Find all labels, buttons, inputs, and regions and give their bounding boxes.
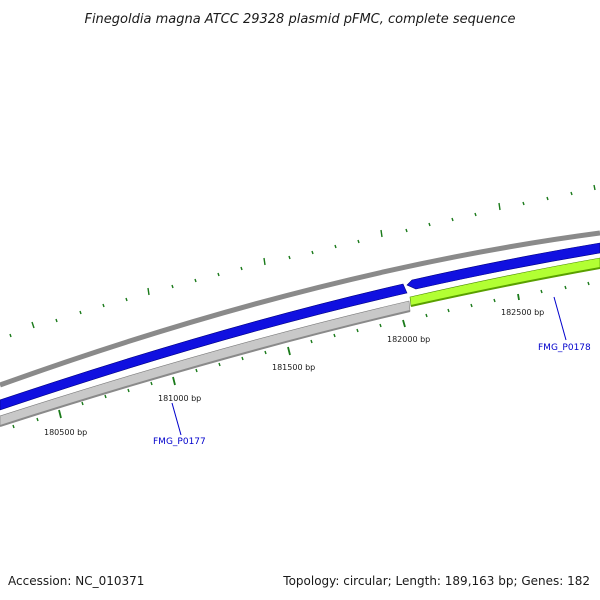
gene-label-fmg-p0177[interactable]: FMG_P0177 bbox=[153, 437, 206, 447]
inner-tick bbox=[81, 401, 84, 406]
outer-tick bbox=[55, 318, 58, 323]
inner-tick bbox=[12, 424, 15, 429]
outer-minor-ticks bbox=[9, 184, 596, 338]
major-tick-181500 bbox=[287, 346, 291, 356]
inner-tick bbox=[218, 362, 221, 367]
outer-tick bbox=[217, 272, 220, 277]
green-gene-edge bbox=[410, 267, 600, 307]
outer-tick bbox=[334, 244, 337, 249]
outer-tick bbox=[79, 310, 82, 315]
summary-text: Topology: circular; Length: 189,163 bp; … bbox=[282, 574, 590, 588]
major-tick-182000 bbox=[402, 319, 406, 328]
outer-tick bbox=[522, 201, 525, 206]
tick-label-181500: 181500 bp bbox=[272, 363, 315, 372]
inner-tick bbox=[564, 285, 567, 290]
inner-tick bbox=[104, 394, 107, 399]
leader-line-fmg-p0177 bbox=[171, 402, 182, 436]
outer-tick bbox=[451, 217, 454, 222]
outer-tick bbox=[9, 333, 12, 338]
gene-labels: FMG_P0177 FMG_P0178 bbox=[153, 296, 591, 447]
inner-tick bbox=[356, 328, 359, 333]
outer-tick bbox=[147, 287, 150, 296]
inner-tick bbox=[493, 298, 496, 303]
inner-tick bbox=[241, 356, 244, 361]
outer-tick bbox=[194, 278, 197, 283]
outer-tick bbox=[474, 212, 477, 217]
outer-tick bbox=[593, 184, 596, 191]
inner-minor-ticks bbox=[12, 281, 590, 429]
accession-text: Accession: NC_010371 bbox=[8, 574, 144, 588]
inner-tick bbox=[470, 303, 473, 308]
outer-tick bbox=[102, 303, 105, 308]
map-title: Finegoldia magna ATCC 29328 plasmid pFMC… bbox=[84, 12, 515, 27]
gene-label-fmg-p0178[interactable]: FMG_P0178 bbox=[538, 343, 591, 353]
tick-label-182500: 182500 bp bbox=[501, 308, 544, 317]
outer-tick bbox=[428, 222, 431, 227]
inner-tick bbox=[425, 313, 428, 318]
major-tick-181000 bbox=[172, 376, 176, 386]
inner-tick bbox=[333, 333, 336, 338]
outer-tick bbox=[357, 239, 360, 244]
forward-gene-left[interactable] bbox=[0, 283, 408, 411]
outer-tick bbox=[405, 228, 408, 233]
major-tick-182500 bbox=[517, 293, 520, 301]
outer-tick bbox=[171, 284, 174, 289]
outer-tick bbox=[311, 250, 314, 255]
inner-tick bbox=[447, 308, 450, 313]
outer-tick bbox=[263, 257, 266, 266]
major-ticks: 180500 bp 181000 bp 181500 bp 182000 bp … bbox=[44, 293, 544, 437]
tick-label-180500: 180500 bp bbox=[44, 428, 87, 437]
outer-tick bbox=[546, 196, 549, 201]
inner-tick bbox=[36, 417, 39, 422]
outer-tick bbox=[31, 321, 35, 329]
outer-tick bbox=[570, 191, 573, 196]
outer-tick bbox=[288, 255, 291, 260]
outer-tick bbox=[125, 297, 128, 302]
outer-tick bbox=[380, 229, 383, 238]
inner-tick bbox=[127, 388, 130, 393]
tick-label-181000: 181000 bp bbox=[158, 394, 201, 403]
inner-tick bbox=[310, 339, 313, 344]
inner-tick bbox=[264, 350, 267, 355]
gray-gene-edge bbox=[0, 310, 411, 427]
tick-label-182000: 182000 bp bbox=[387, 335, 430, 344]
major-tick-180500 bbox=[58, 409, 62, 419]
plasmid-backbone bbox=[0, 230, 600, 388]
inner-tick bbox=[150, 381, 153, 386]
inner-tick bbox=[379, 323, 382, 328]
outer-tick bbox=[498, 202, 501, 211]
inner-tick bbox=[587, 281, 590, 286]
inner-tick bbox=[540, 289, 543, 294]
leader-line-fmg-p0178 bbox=[553, 296, 567, 341]
outer-tick bbox=[240, 266, 243, 271]
inner-tick bbox=[195, 368, 198, 373]
